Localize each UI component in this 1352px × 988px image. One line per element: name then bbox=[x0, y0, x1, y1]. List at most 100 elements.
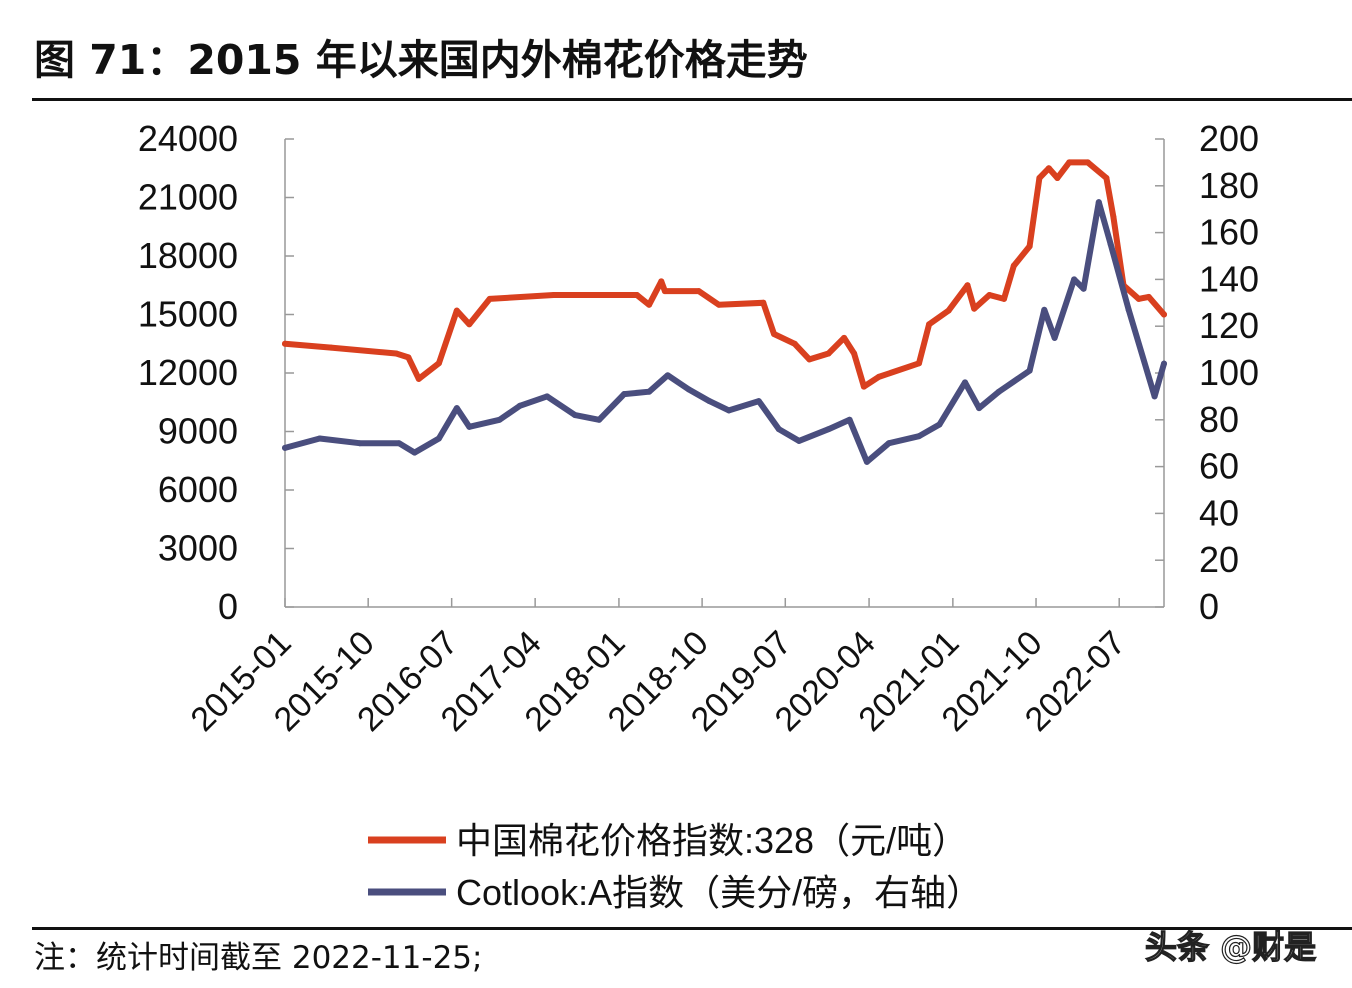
data-point-2 bbox=[976, 405, 983, 412]
data-point-2 bbox=[936, 421, 943, 428]
data-point-1 bbox=[282, 340, 288, 347]
data-point-1 bbox=[1001, 295, 1008, 302]
top-rule bbox=[32, 98, 1352, 101]
data-point-2 bbox=[316, 435, 323, 442]
data-point-1 bbox=[964, 282, 971, 289]
data-point-1 bbox=[435, 360, 442, 367]
data-point-1 bbox=[466, 321, 473, 328]
data-point-2 bbox=[1151, 393, 1158, 400]
data-point-2 bbox=[1125, 306, 1132, 313]
data-point-2 bbox=[846, 416, 853, 423]
right-tick-label: 0 bbox=[1199, 586, 1219, 627]
data-point-1 bbox=[1026, 243, 1033, 250]
data-point-2 bbox=[1107, 241, 1114, 248]
data-point-2 bbox=[825, 426, 832, 433]
data-point-1 bbox=[860, 383, 867, 390]
right-tick-label: 200 bbox=[1199, 118, 1259, 159]
legend-label-2: Cotlook:A指数（美分/磅，右轴） bbox=[456, 872, 982, 913]
data-point-2 bbox=[356, 440, 363, 447]
data-point-2 bbox=[755, 398, 762, 405]
data-point-1 bbox=[658, 278, 665, 285]
data-point-2 bbox=[1026, 367, 1033, 374]
data-point-1 bbox=[415, 375, 422, 382]
data-point-2 bbox=[596, 416, 603, 423]
left-tick-label: 18000 bbox=[138, 235, 238, 276]
data-point-2 bbox=[453, 405, 460, 412]
right-tick-label: 80 bbox=[1199, 399, 1239, 440]
data-point-2 bbox=[775, 426, 782, 433]
data-point-2 bbox=[646, 388, 653, 395]
left-tick-label: 12000 bbox=[138, 352, 238, 393]
data-point-2 bbox=[664, 372, 671, 379]
data-point-2 bbox=[685, 386, 692, 393]
data-point-2 bbox=[572, 412, 579, 419]
data-point-2 bbox=[962, 379, 969, 386]
data-point-2 bbox=[1095, 199, 1102, 206]
data-point-2 bbox=[863, 458, 870, 465]
data-point-1 bbox=[1135, 295, 1142, 302]
data-point-1 bbox=[791, 340, 798, 347]
data-point-2 bbox=[795, 437, 802, 444]
data-point-1 bbox=[771, 331, 778, 337]
line-chart: 0 3000 6000 9000 12000 15000 18000 21000 24000 0 2… bbox=[138, 118, 1259, 913]
left-tick-label: 6000 bbox=[158, 469, 238, 510]
right-tick-label: 60 bbox=[1199, 446, 1239, 487]
data-point-1 bbox=[1045, 165, 1052, 172]
data-point-2 bbox=[916, 433, 923, 440]
data-point-1 bbox=[550, 292, 557, 298]
data-point-1 bbox=[851, 350, 858, 357]
data-point-1 bbox=[1054, 175, 1061, 181]
data-point-1 bbox=[986, 292, 993, 298]
data-point-1 bbox=[695, 288, 702, 295]
data-point-1 bbox=[841, 334, 848, 341]
data-point-2 bbox=[1051, 334, 1058, 341]
data-point-1 bbox=[328, 344, 335, 351]
right-tick-label: 100 bbox=[1199, 352, 1259, 393]
footnote: 注：统计时间截至 2022-11-25; bbox=[34, 940, 483, 976]
watermark: 头条 @财是 bbox=[1144, 927, 1317, 966]
data-point-2 bbox=[1080, 285, 1087, 292]
data-point-1 bbox=[405, 354, 412, 361]
data-point-1 bbox=[486, 295, 493, 302]
legend-label-1: 中国棉花价格指数:328（元/吨） bbox=[456, 820, 968, 861]
data-point-2 bbox=[621, 391, 628, 398]
data-point-1 bbox=[875, 373, 882, 380]
data-point-2 bbox=[706, 398, 713, 405]
left-tick-label: 15000 bbox=[138, 294, 238, 335]
right-tick-label: 20 bbox=[1199, 539, 1239, 580]
data-point-1 bbox=[1103, 175, 1110, 181]
data-point-1 bbox=[1010, 262, 1017, 269]
data-point-1 bbox=[661, 288, 668, 295]
data-point-2 bbox=[435, 435, 442, 442]
data-point-1 bbox=[715, 301, 722, 308]
data-point-1 bbox=[760, 299, 767, 306]
data-point-1 bbox=[1145, 293, 1152, 300]
left-tick-label: 24000 bbox=[138, 118, 238, 159]
left-tick-label: 21000 bbox=[138, 177, 238, 218]
left-tick-label: 3000 bbox=[158, 528, 238, 569]
right-tick-label: 40 bbox=[1199, 492, 1239, 533]
data-point-1 bbox=[926, 321, 933, 328]
data-point-2 bbox=[1161, 360, 1167, 367]
data-point-1 bbox=[453, 307, 460, 314]
right-tick-label: 120 bbox=[1199, 305, 1259, 346]
data-point-2 bbox=[516, 402, 523, 409]
right-tick-label: 160 bbox=[1199, 212, 1259, 253]
data-point-2 bbox=[995, 388, 1002, 395]
data-point-1 bbox=[971, 305, 978, 312]
data-point-2 bbox=[544, 393, 551, 400]
data-point-1 bbox=[1066, 159, 1073, 166]
chart-title: 图 71：2015 年以来国内外棉花价格走势 bbox=[34, 36, 808, 84]
data-point-1 bbox=[945, 307, 952, 314]
left-tick-label: 9000 bbox=[158, 411, 238, 452]
data-point-2 bbox=[282, 444, 288, 451]
data-point-1 bbox=[1084, 159, 1091, 166]
left-tick-label: 0 bbox=[218, 586, 238, 627]
data-point-1 bbox=[825, 350, 832, 357]
data-point-2 bbox=[496, 416, 503, 423]
data-point-1 bbox=[806, 356, 813, 363]
data-point-2 bbox=[395, 440, 402, 447]
data-point-1 bbox=[1161, 311, 1167, 318]
data-point-1 bbox=[1110, 214, 1117, 220]
right-tick-label: 180 bbox=[1199, 165, 1259, 206]
